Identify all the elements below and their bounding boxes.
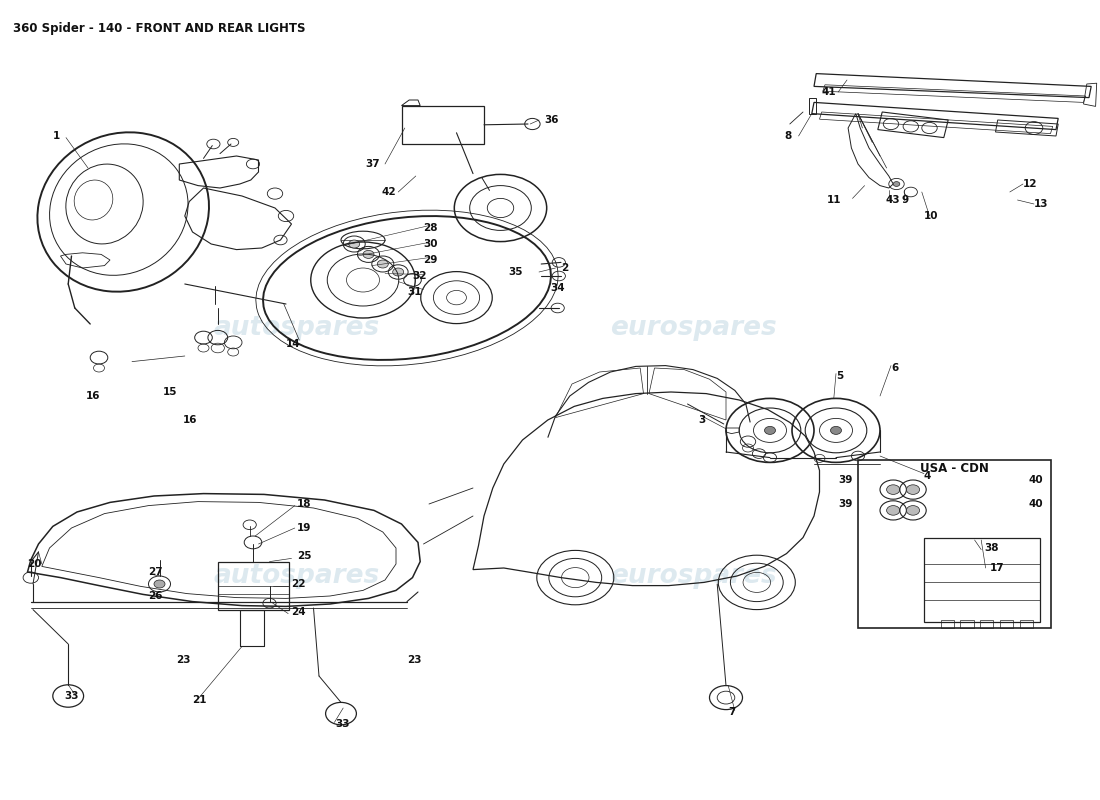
Bar bbox=[924, 538, 1040, 622]
Text: 23: 23 bbox=[407, 655, 421, 665]
Text: 14: 14 bbox=[286, 339, 300, 349]
Text: 28: 28 bbox=[424, 223, 438, 233]
Text: 8: 8 bbox=[784, 131, 792, 141]
Circle shape bbox=[887, 485, 900, 494]
Text: 27: 27 bbox=[148, 567, 163, 577]
Text: autospares: autospares bbox=[213, 563, 381, 589]
Text: 34: 34 bbox=[550, 283, 564, 293]
Text: 30: 30 bbox=[424, 239, 438, 249]
Circle shape bbox=[764, 426, 776, 434]
Bar bbox=[960, 620, 974, 628]
Bar bbox=[980, 620, 993, 628]
Text: 9: 9 bbox=[902, 195, 909, 205]
Bar bbox=[1000, 620, 1013, 628]
Text: 16: 16 bbox=[86, 391, 101, 401]
Bar bbox=[858, 460, 1050, 628]
Circle shape bbox=[906, 506, 920, 515]
Text: 39: 39 bbox=[838, 475, 853, 485]
Text: 19: 19 bbox=[297, 523, 311, 533]
Text: 22: 22 bbox=[292, 579, 306, 589]
Text: 1: 1 bbox=[53, 131, 60, 141]
Text: 7: 7 bbox=[728, 707, 735, 717]
Circle shape bbox=[363, 250, 374, 258]
Text: 20: 20 bbox=[28, 559, 42, 569]
Circle shape bbox=[830, 426, 842, 434]
Text: eurospares: eurospares bbox=[609, 315, 777, 341]
Text: 39: 39 bbox=[838, 499, 853, 509]
Text: 26: 26 bbox=[148, 591, 163, 601]
Text: 15: 15 bbox=[163, 387, 178, 397]
Text: 16: 16 bbox=[183, 415, 198, 425]
Text: 33: 33 bbox=[64, 691, 79, 701]
Text: 40: 40 bbox=[1028, 499, 1043, 509]
Bar bbox=[940, 620, 954, 628]
Bar bbox=[218, 562, 289, 610]
Text: 17: 17 bbox=[990, 563, 1004, 573]
Text: 29: 29 bbox=[424, 255, 438, 265]
Text: 360 Spider - 140 - FRONT AND REAR LIGHTS: 360 Spider - 140 - FRONT AND REAR LIGHTS bbox=[13, 22, 306, 35]
Text: 5: 5 bbox=[836, 371, 844, 381]
Bar bbox=[402, 106, 484, 144]
Text: 3: 3 bbox=[698, 415, 706, 425]
Text: 18: 18 bbox=[297, 499, 311, 509]
Text: autospares: autospares bbox=[213, 315, 381, 341]
Circle shape bbox=[154, 580, 165, 588]
Text: 2: 2 bbox=[561, 263, 569, 273]
Text: 13: 13 bbox=[1034, 199, 1048, 209]
Text: 25: 25 bbox=[297, 551, 311, 561]
Text: 24: 24 bbox=[292, 607, 306, 617]
Text: 43: 43 bbox=[886, 195, 900, 205]
Circle shape bbox=[893, 182, 900, 186]
Text: eurospares: eurospares bbox=[609, 563, 777, 589]
Text: 41: 41 bbox=[822, 87, 836, 97]
Text: 21: 21 bbox=[192, 695, 207, 705]
Text: 35: 35 bbox=[508, 267, 522, 277]
Circle shape bbox=[393, 268, 404, 276]
Text: 42: 42 bbox=[382, 187, 396, 197]
Text: 37: 37 bbox=[365, 159, 380, 169]
Text: 31: 31 bbox=[407, 287, 421, 297]
Text: 12: 12 bbox=[1023, 179, 1037, 189]
Circle shape bbox=[377, 260, 388, 268]
Text: 6: 6 bbox=[891, 363, 899, 373]
Circle shape bbox=[349, 240, 360, 248]
Text: 38: 38 bbox=[984, 543, 999, 553]
Text: 33: 33 bbox=[336, 719, 350, 729]
Circle shape bbox=[887, 506, 900, 515]
Circle shape bbox=[906, 485, 920, 494]
Text: 23: 23 bbox=[176, 655, 190, 665]
Text: 4: 4 bbox=[924, 471, 932, 481]
Text: 10: 10 bbox=[924, 211, 938, 221]
Text: 32: 32 bbox=[412, 271, 427, 281]
Text: 40: 40 bbox=[1028, 475, 1043, 485]
Text: USA - CDN: USA - CDN bbox=[921, 462, 989, 474]
Bar bbox=[240, 610, 264, 646]
Text: 36: 36 bbox=[544, 115, 559, 125]
Bar bbox=[1020, 620, 1033, 628]
Text: 11: 11 bbox=[827, 195, 842, 205]
